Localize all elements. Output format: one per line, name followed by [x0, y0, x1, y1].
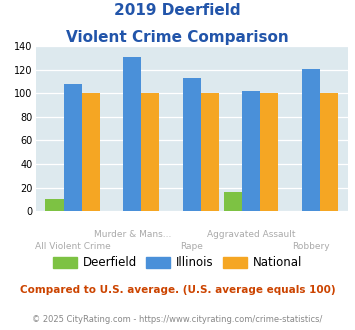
Bar [64, 84, 82, 211]
Text: © 2025 CityRating.com - https://www.cityrating.com/crime-statistics/: © 2025 CityRating.com - https://www.city… [32, 315, 323, 324]
Text: Murder & Mans...: Murder & Mans... [93, 230, 171, 239]
Text: All Violent Crime: All Violent Crime [35, 242, 110, 251]
Bar [320, 93, 338, 211]
Text: Robbery: Robbery [292, 242, 329, 251]
Bar [201, 93, 219, 211]
Bar [123, 57, 141, 211]
Text: Rape: Rape [180, 242, 203, 251]
Bar [182, 78, 201, 211]
Bar [45, 199, 64, 211]
Bar [224, 192, 242, 211]
Bar [82, 93, 100, 211]
Bar [260, 93, 278, 211]
Text: Violent Crime Comparison: Violent Crime Comparison [66, 30, 289, 45]
Bar [302, 69, 320, 211]
Bar [141, 93, 159, 211]
Text: Aggravated Assault: Aggravated Assault [207, 230, 295, 239]
Text: Compared to U.S. average. (U.S. average equals 100): Compared to U.S. average. (U.S. average … [20, 285, 335, 295]
Bar [242, 91, 260, 211]
Legend: Deerfield, Illinois, National: Deerfield, Illinois, National [48, 252, 307, 274]
Text: 2019 Deerfield: 2019 Deerfield [114, 3, 241, 18]
